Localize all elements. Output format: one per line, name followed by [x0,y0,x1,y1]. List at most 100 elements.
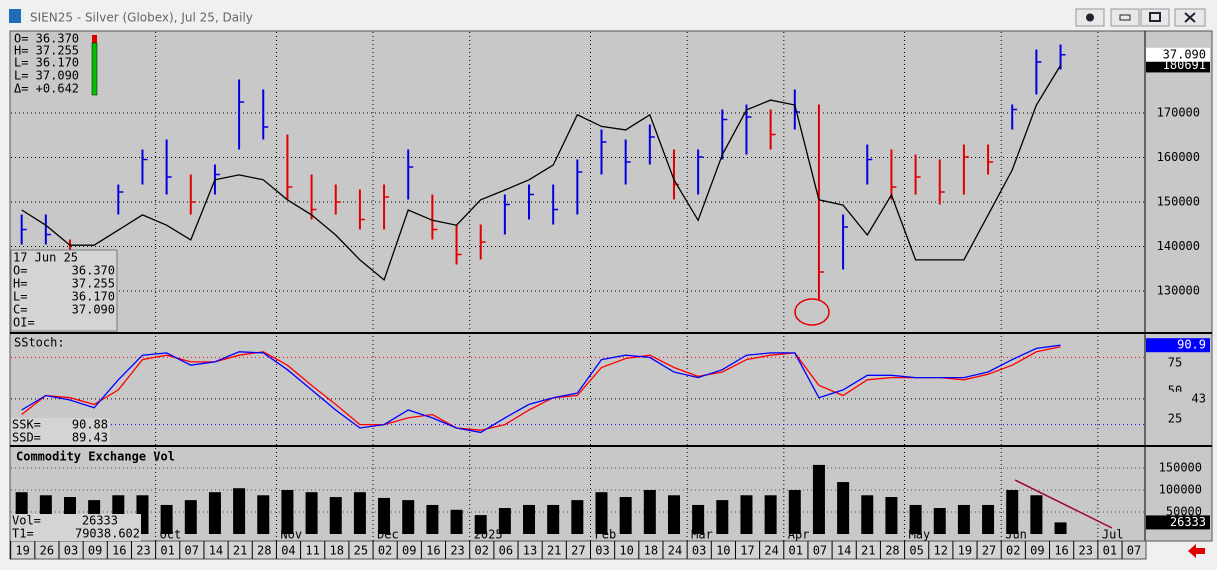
x-tick-label: 09 [1030,544,1044,558]
x-tick-label: 10 [716,544,730,558]
x-tick-label: 03 [692,544,706,558]
y-tick-label: 150000 [1159,460,1202,474]
x-tick-label: 21 [233,544,247,558]
data-window-value: 37.255 [72,277,115,291]
x-tick-label: 24 [764,544,778,558]
x-tick-label: 23 [1078,544,1092,558]
stoch-readout-box [11,418,110,445]
volume-bar [667,495,680,534]
x-tick-label: 18 [644,544,658,558]
restore-icon [1149,12,1161,22]
x-tick-label: 21 [861,544,875,558]
volume-bar [498,508,511,534]
date-strip [9,540,1147,560]
volume-bar [837,482,850,534]
y2-tick-label: 140000 [1157,239,1200,253]
change-bar [92,35,97,43]
volume-bar [378,497,391,534]
y-tick-label: 100000 [1159,482,1202,496]
data-window-key: H= [13,277,27,291]
stoch-line [21,344,1061,434]
x-tick-label: 23 [450,544,464,558]
x-tick-label: 25 [354,544,368,558]
data-window-value: 36.370 [72,264,115,278]
x-tick-label: 02 [378,544,392,558]
volume-bar [233,488,246,534]
x-tick-label: 09 [88,544,102,558]
readout-line: H= 37.255 [14,44,79,58]
volume-bar [619,497,632,534]
data-window-key: L= [13,290,27,304]
readout-value: 26333 [82,514,118,528]
value-badge [1146,391,1210,406]
value-badge-label: 43 [1192,391,1206,405]
x-tick-label: 03 [64,544,78,558]
data-window-key: C= [13,303,27,317]
x-tick-label: 28 [257,544,271,558]
window-title: SIEN25 - Silver (Globex), Jul 25, Daily [30,11,253,25]
volume-bar [450,509,463,534]
volume-bar [885,497,898,534]
x-tick-label: 07 [1127,544,1141,558]
volume-bar [426,504,439,534]
volume-bar [595,492,608,534]
panel-title: Commodity Exchange Vol [16,450,175,464]
data-window-key: O= [13,264,27,278]
volume-bar [281,489,294,534]
close-icon [1184,12,1196,23]
x-tick-label: 28 [885,544,899,558]
x-tick-label: 02 [1006,544,1020,558]
y2-tick-label: 150000 [1157,195,1200,209]
volume-bar [1030,495,1043,534]
volume-bar [909,504,922,534]
x-tick-label: 16 [1054,544,1068,558]
y2-tick-label: 130000 [1157,284,1200,298]
volume-bar [353,492,366,534]
volume-bar [812,464,825,534]
open-interest-line [21,65,1062,281]
value-badge-label: 90.9 [1177,338,1206,352]
app-icon [9,9,21,23]
volume-bar [692,504,705,534]
x-tick-label: 10 [619,544,633,558]
x-tick-label: 27 [982,544,996,558]
x-tick-label: 26 [40,544,54,558]
x-tick-label: 01 [1103,544,1117,558]
x-tick-label: 12 [934,544,948,558]
readout-line: O= 36.370 [14,32,79,46]
volume-bar [764,495,777,534]
value-badge [1146,515,1210,530]
readout-key: SSK= [12,418,41,432]
volume-bar [1054,522,1067,534]
readout-value: 79038.602 [75,527,140,541]
restore-button[interactable] [1140,8,1170,27]
readout-line: Δ= +0.642 [14,82,79,96]
x-tick-label: 01 [160,544,174,558]
volume-bar [547,504,560,534]
volume-bar [957,504,970,534]
scroll-arrow[interactable] [1188,544,1205,558]
panel-title: SStoch: [14,336,65,350]
window-buttons[interactable] [1075,8,1206,27]
volume-bar [184,500,197,534]
readout-value: 89.43 [72,431,108,445]
annotation-circle [794,298,830,326]
x-tick-label: 11 [305,544,319,558]
minimize-button[interactable] [1110,8,1140,27]
x-tick-label: 01 [789,544,803,558]
stoch-line [21,346,1061,431]
x-tick-label: 07 [185,544,199,558]
value-badge [1146,47,1210,62]
volume-bar [402,500,415,534]
x-tick-label: 16 [112,544,126,558]
volume-bar [523,504,536,534]
x-tick-label: 06 [499,544,513,558]
volume-bar [933,508,946,534]
data-window [10,249,118,332]
x-tick-label: 23 [136,544,150,558]
volume-bar [305,492,318,534]
readout-value: 90.88 [72,418,108,432]
x-tick-label: 07 [813,544,827,558]
x-tick-label: 24 [668,544,682,558]
